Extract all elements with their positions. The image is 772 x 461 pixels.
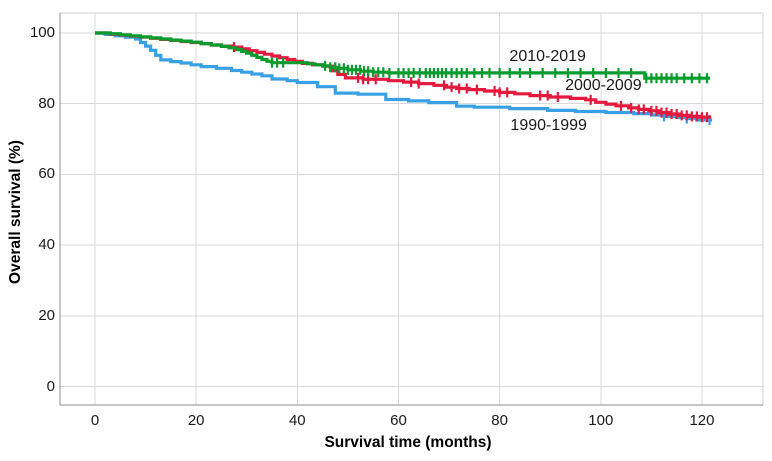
- y-tick-label: 0: [46, 377, 55, 395]
- x-tick-label: 100: [588, 412, 614, 429]
- x-tick-label: 0: [90, 412, 100, 429]
- series-label-2000-2009: 2000-2009: [565, 77, 642, 95]
- x-tick-label: 120: [689, 412, 715, 429]
- y-tick-label: 60: [38, 165, 55, 183]
- x-tick-label: 80: [491, 412, 508, 429]
- x-tick-label: 40: [288, 412, 306, 429]
- x-tick-label: 20: [187, 412, 205, 429]
- series-label-1990-1999: 1990-1999: [510, 117, 587, 135]
- y-tick-label: 100: [29, 24, 55, 41]
- series-label-2010-2019: 2010-2019: [509, 48, 586, 66]
- y-tick-label: 80: [38, 94, 55, 112]
- y-tick-label: 40: [38, 236, 55, 254]
- series-line-1990-1999: [95, 31, 713, 122]
- y-axis-title: Overall survival (%): [7, 140, 24, 284]
- y-tick-label: 20: [38, 306, 55, 324]
- x-axis-title: Survival time (months): [324, 434, 492, 451]
- x-tick-label: 60: [390, 412, 407, 429]
